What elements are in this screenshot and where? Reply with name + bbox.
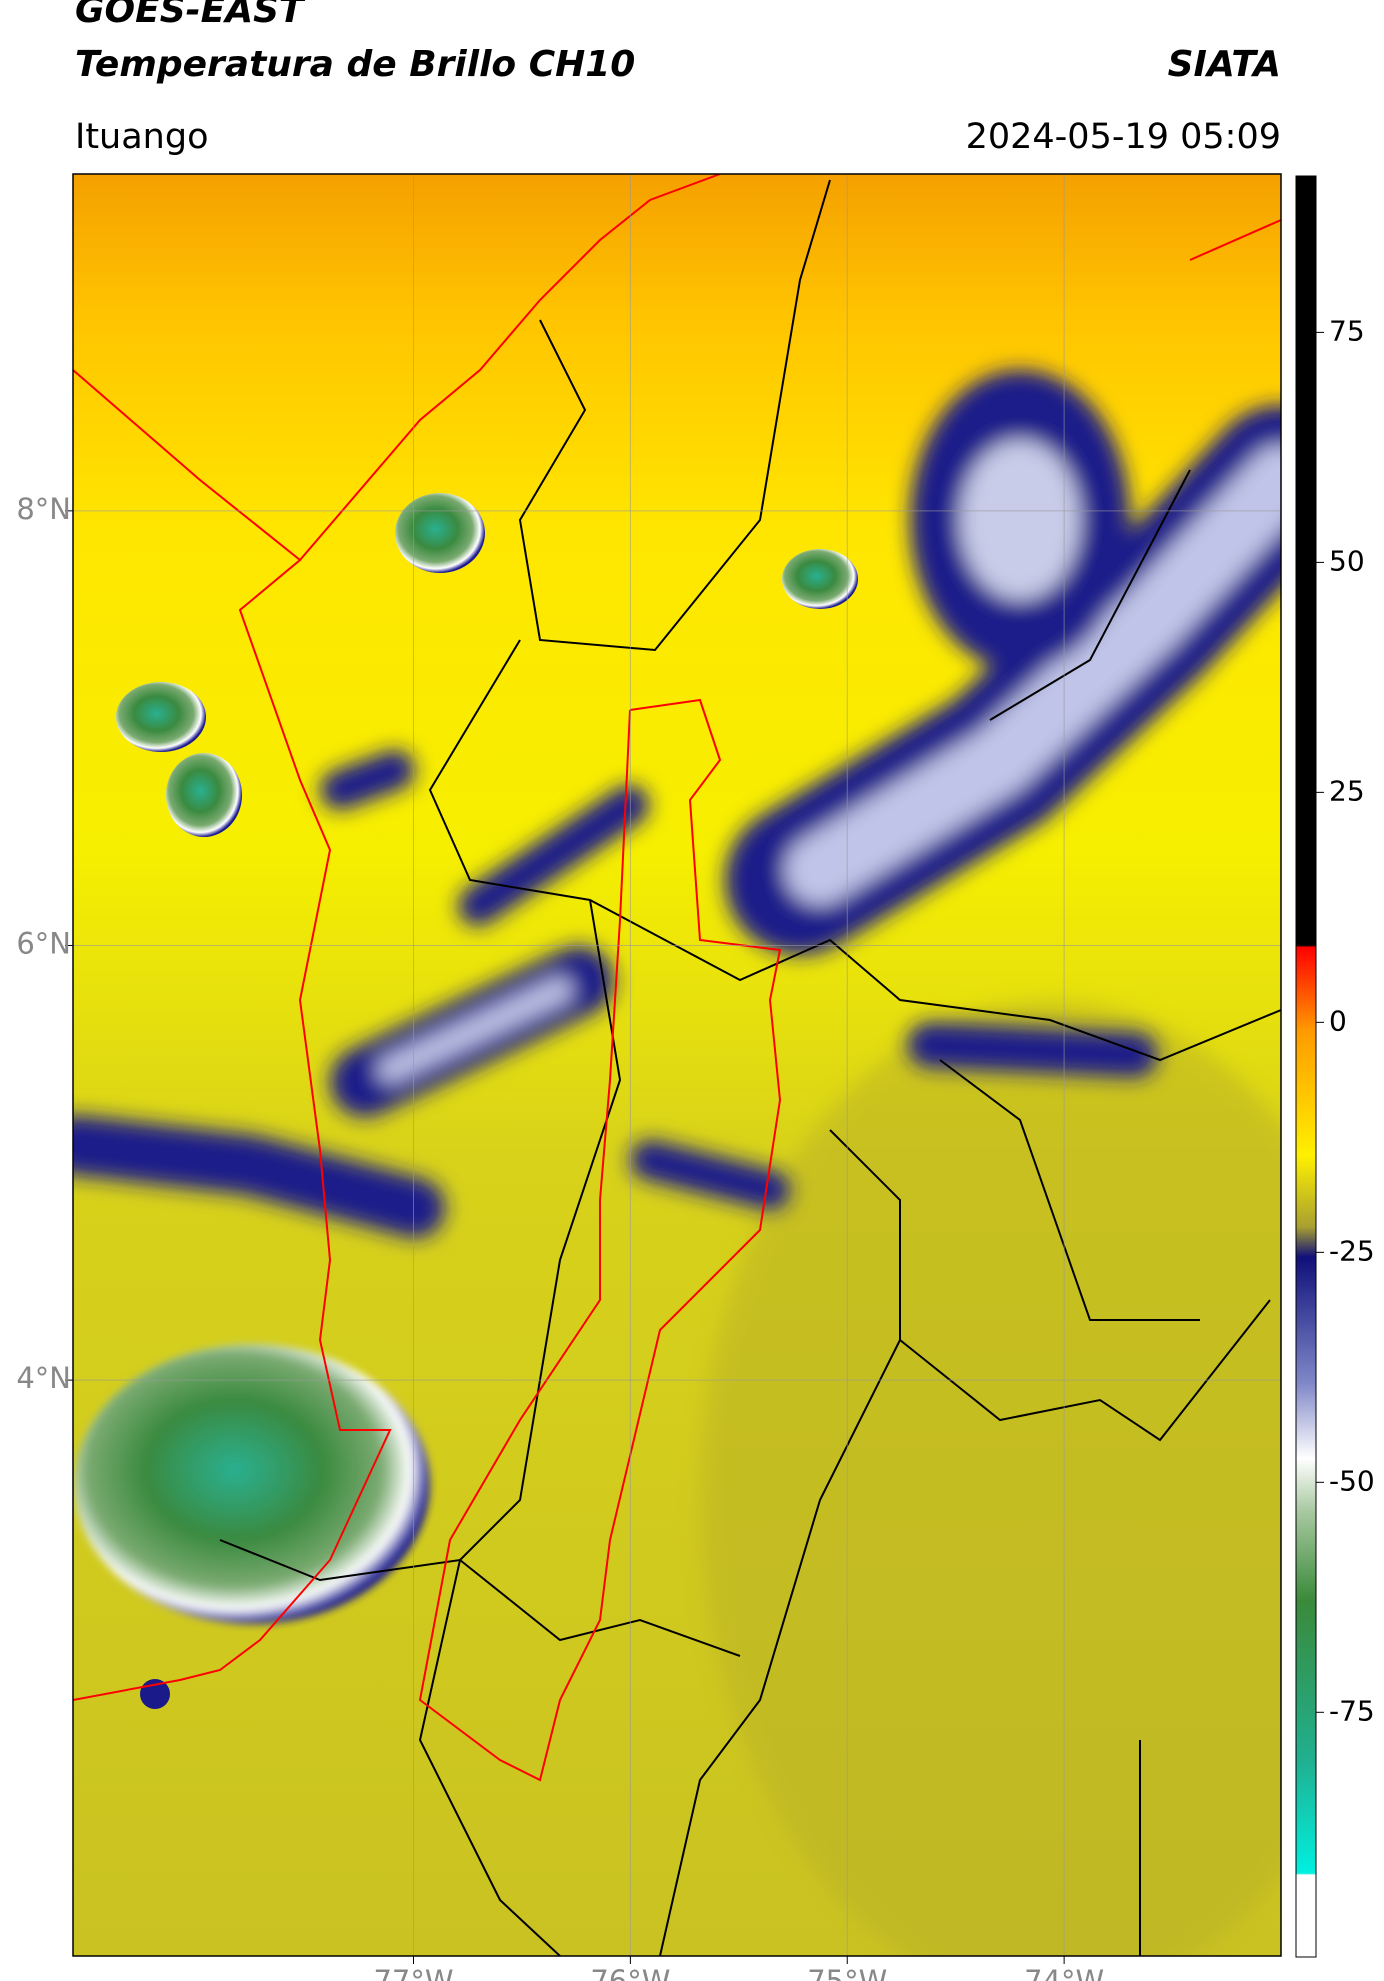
y-tick-label: 8°N: [16, 492, 71, 526]
x-tick-label: 76°W: [590, 1964, 670, 1981]
y-tick-label: 6°N: [16, 926, 71, 960]
colorbar-tick-label: -25: [1329, 1234, 1375, 1267]
colorbar-tick-label: 50: [1329, 544, 1365, 577]
cold-cloud: [395, 493, 485, 573]
cold-cloud: [782, 549, 858, 609]
colorbar-tick-label: 0: [1329, 1004, 1347, 1037]
cold-cloud: [74, 1344, 430, 1624]
colorbar-tick-label: 75: [1329, 314, 1365, 347]
boundaries: [73, 174, 1281, 1782]
source: SIATA: [1168, 44, 1281, 85]
grid: [73, 174, 1281, 1956]
x-tick-label: 75°W: [807, 1964, 887, 1981]
datetime: 2024-05-19 05:09: [966, 117, 1281, 157]
x-tick-label: 74°W: [1024, 1964, 1104, 1981]
map-frame: [72, 173, 1282, 1957]
clouds: [73, 370, 1281, 1238]
location: Ituango: [75, 117, 209, 157]
subtitle: Temperatura de Brillo CH10: [75, 44, 635, 85]
colorbar-tick-label: 25: [1329, 774, 1365, 807]
shade: [700, 1000, 1281, 1956]
y-tick-label: 4°N: [16, 1361, 71, 1395]
x-tick-label: 77°W: [373, 1964, 453, 1981]
title: GOES-EAST: [75, 0, 306, 31]
colorbar-tick-label: -75: [1329, 1694, 1375, 1727]
colorbar: [1295, 175, 1317, 1958]
colorbar-tick-label: -50: [1329, 1464, 1375, 1497]
map: [73, 174, 1281, 1956]
cold-cloud: [116, 682, 206, 752]
cold-cloud: [166, 753, 242, 837]
borders: [219, 179, 1281, 1956]
